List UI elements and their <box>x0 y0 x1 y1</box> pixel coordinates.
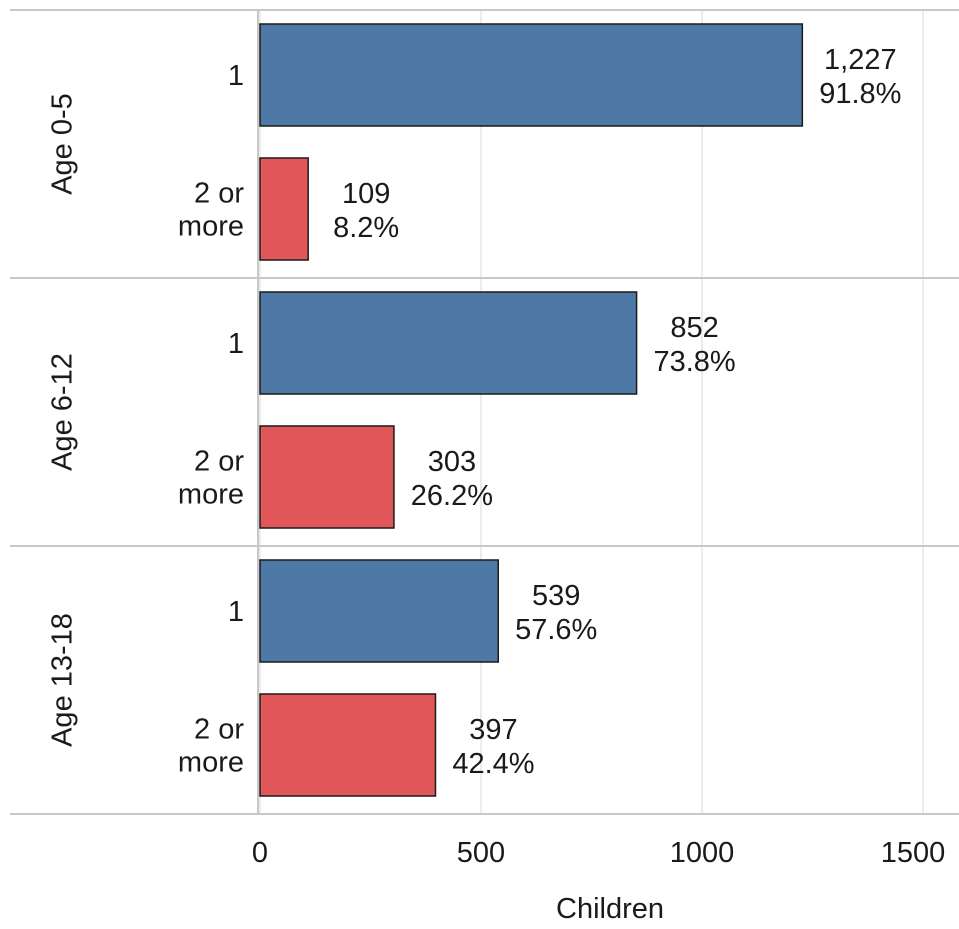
data-label-percent: 26.2% <box>411 480 493 512</box>
bar <box>259 291 638 395</box>
category-label: 1 <box>228 60 244 92</box>
category-label: 1 <box>228 328 244 360</box>
facet-label: Age 0-5 <box>47 93 79 195</box>
bar <box>259 693 437 797</box>
data-label: 303 26.2% <box>411 446 493 512</box>
data-label: 852 73.8% <box>653 312 735 378</box>
x-tick-label: 1000 <box>670 837 735 869</box>
data-label-count: 539 <box>532 580 580 612</box>
data-label-count: 303 <box>428 446 476 478</box>
data-label-count: 109 <box>342 178 390 210</box>
panel-layer <box>10 9 959 815</box>
data-label-count: 397 <box>469 714 517 746</box>
bar <box>259 559 499 663</box>
x-tick-label: 0 <box>252 837 268 869</box>
data-label-count: 1,227 <box>824 44 897 76</box>
category-label-line: 1 <box>228 60 244 92</box>
bar <box>259 23 804 127</box>
x-tick-label: 1500 <box>881 837 946 869</box>
category-label-line: 2 or <box>194 178 244 210</box>
data-label-count: 852 <box>670 312 718 344</box>
data-label-percent: 91.8% <box>819 78 901 110</box>
category-label: 2 or more <box>178 178 244 243</box>
data-label: 109 8.2% <box>333 178 399 244</box>
data-label-percent: 8.2% <box>333 212 399 244</box>
bar <box>259 157 309 261</box>
data-label: 397 42.4% <box>452 714 534 780</box>
facet-label: Age 13-18 <box>47 613 79 747</box>
category-label-line: 1 <box>228 596 244 628</box>
data-label-percent: 42.4% <box>452 748 534 780</box>
bar-layer <box>259 23 804 797</box>
data-label-percent: 73.8% <box>653 346 735 378</box>
bar <box>259 425 395 529</box>
category-label: 2 or more <box>178 446 244 511</box>
x-tick-label: 500 <box>457 837 505 869</box>
category-label-line: 1 <box>228 328 244 360</box>
axis-layer: Children 0 500 1000 1500 <box>252 837 946 925</box>
category-label-line: 2 or <box>194 446 244 478</box>
category-label-line: more <box>178 747 244 779</box>
facet-label: Age 6-12 <box>47 353 79 471</box>
x-axis-title: Children <box>556 893 664 924</box>
category-label-line: 2 or <box>194 714 244 746</box>
grid-layer <box>259 10 924 814</box>
category-label-line: more <box>178 479 244 511</box>
data-label: 539 57.6% <box>515 580 597 646</box>
category-label-line: more <box>178 211 244 243</box>
category-label: 1 <box>228 596 244 628</box>
data-label: 1,227 91.8% <box>819 44 901 110</box>
data-label-percent: 57.6% <box>515 614 597 646</box>
category-label: 2 or more <box>178 714 244 779</box>
